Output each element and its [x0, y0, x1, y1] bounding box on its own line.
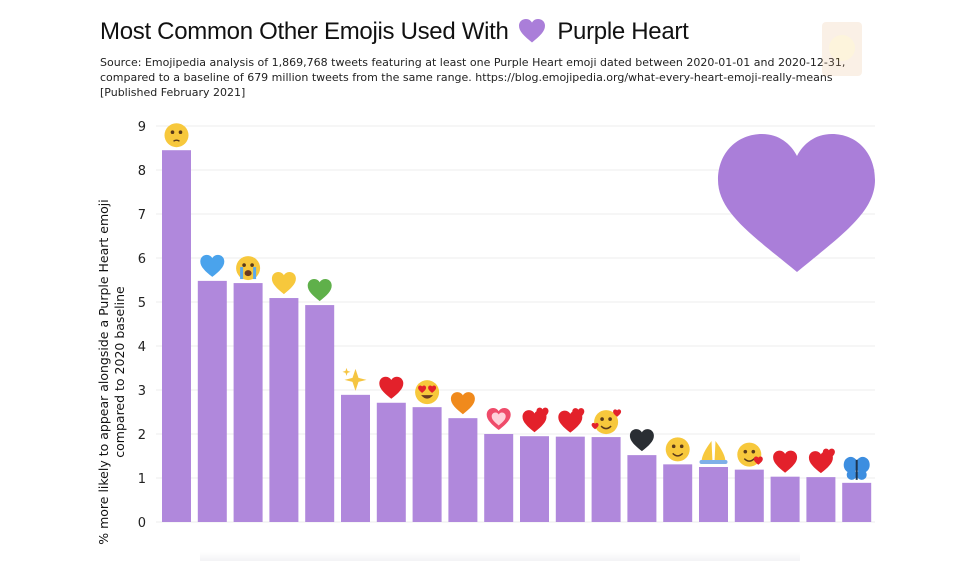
- bar-red-heart: [376, 402, 406, 522]
- bars: [162, 150, 872, 522]
- two-hearts-icon: [558, 408, 585, 433]
- bar-blue-heart: [197, 280, 227, 522]
- revolving-hearts-icon: [808, 448, 835, 474]
- y-tick-label: 2: [138, 428, 146, 443]
- bar-sparkles: [341, 394, 370, 522]
- bar-two-hearts: [555, 436, 585, 522]
- y-tick-label: 9: [138, 120, 146, 135]
- purple-heart-icon: [518, 19, 545, 43]
- bar-black-heart: [627, 455, 657, 522]
- bar-heart-exclamation: [520, 436, 549, 522]
- heart-exclamation-icon: [522, 407, 549, 433]
- bar-loudly-crying-face: [233, 283, 263, 522]
- red-heart-icon: [379, 376, 404, 399]
- y-tick-label: 4: [138, 340, 146, 355]
- bar-face-blowing-a-kiss: [734, 469, 764, 522]
- smiling-face-with-smiling-eyes-icon: [665, 437, 690, 462]
- orange-heart-icon: [450, 392, 475, 415]
- sparkles-icon: [342, 367, 367, 391]
- y-tick-label: 5: [138, 296, 146, 311]
- beating-heart-icon: [773, 450, 798, 473]
- smiling-face-with-hearts-icon: [591, 409, 622, 435]
- face-blowing-a-kiss-icon: [737, 442, 763, 467]
- loudly-crying-face-icon: [236, 256, 261, 281]
- y-tick-label: 8: [138, 164, 146, 179]
- bar-smiling-face-with-hearts: [591, 437, 621, 522]
- bar-revolving-hearts: [806, 477, 836, 522]
- bar-smiling-face-with-smiling-eyes: [663, 464, 693, 522]
- source-note: Source: Emojipedia analysis of 1,869,768…: [100, 56, 846, 99]
- bar-folded-hands: [699, 467, 728, 522]
- pleading-face-icon: [164, 123, 189, 148]
- title-prefix: Most Common Other Emojis Used With: [100, 18, 509, 45]
- yellow-heart-icon: [271, 272, 296, 295]
- y-tick-label: 1: [138, 472, 146, 487]
- big-purple-heart-icon: [718, 134, 875, 272]
- y-tick-labels: 0 1 2 3 4 5 6 7 8 9: [138, 120, 146, 531]
- green-heart-icon: [307, 279, 332, 302]
- bar-orange-heart: [448, 418, 478, 522]
- bar-butterfly: [842, 482, 872, 522]
- chart-title: Most Common Other Emojis Used With Purpl…: [100, 18, 689, 46]
- bar-growing-heart: [484, 434, 514, 522]
- y-tick-label: 3: [138, 384, 146, 399]
- y-tick-label: 0: [138, 516, 146, 531]
- butterfly-icon: [843, 456, 870, 480]
- bar-pleading-face: [162, 150, 191, 522]
- bar-yellow-heart: [269, 298, 299, 522]
- folded-hands-icon: [699, 441, 728, 464]
- blue-heart-icon: [200, 254, 225, 277]
- bar-emoji-icons: [164, 123, 870, 480]
- bar-green-heart: [305, 305, 335, 522]
- growing-heart-icon: [486, 407, 511, 431]
- title-suffix: Purple Heart: [557, 18, 689, 45]
- y-tick-label: 7: [138, 208, 146, 223]
- black-heart-icon: [629, 429, 654, 452]
- emojipedia-logo-icon: [818, 20, 868, 84]
- footer-shade: [200, 552, 800, 561]
- bar-smiling-face-with-heart-eyes: [412, 407, 442, 522]
- bar-beating-heart: [770, 476, 800, 522]
- y-tick-label: 6: [138, 252, 146, 267]
- smiling-face-with-heart-eyes-icon: [415, 380, 440, 405]
